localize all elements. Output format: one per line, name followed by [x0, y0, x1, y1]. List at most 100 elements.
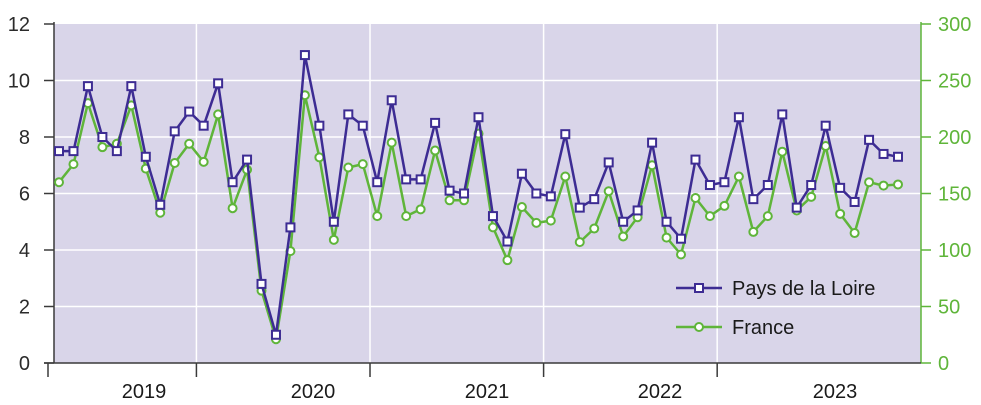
data-point: [704, 180, 715, 191]
right-axis-tick-label: 200: [938, 127, 971, 149]
right-axis-tick-label: 250: [938, 71, 971, 93]
right-axis-tick-label: 50: [938, 297, 960, 319]
data-point: [748, 194, 759, 205]
series-layer: [54, 50, 903, 345]
data-point: [893, 151, 903, 162]
data-point: [676, 233, 687, 244]
data-point: [487, 211, 498, 222]
data-point: [560, 171, 571, 182]
data-point: [762, 180, 773, 191]
x-axis-year-label: 2023: [813, 381, 858, 403]
data-point: [444, 185, 455, 196]
data-point: [502, 255, 513, 266]
left-axis-tick-label: 0: [19, 353, 30, 375]
data-point: [227, 203, 238, 214]
data-point: [299, 50, 310, 61]
data-point: [502, 236, 513, 247]
data-point: [372, 177, 383, 188]
data-point: [661, 232, 672, 243]
data-point: [155, 207, 166, 218]
data-point: [343, 109, 354, 120]
data-point: [227, 177, 238, 188]
data-point: [676, 249, 687, 260]
data-point: [184, 106, 195, 117]
data-point: [111, 146, 122, 157]
data-point: [762, 211, 773, 222]
data-point: [820, 141, 831, 152]
data-point: [314, 120, 325, 131]
series-france: [54, 90, 903, 345]
x-axis-year-label: 2021: [465, 381, 510, 403]
data-point: [198, 120, 209, 131]
data-point: [516, 202, 527, 213]
data-point: [285, 222, 296, 233]
left-axis-tick-label: 2: [19, 297, 30, 319]
data-point: [849, 228, 860, 239]
data-point: [864, 177, 875, 188]
axes: 0 2 4 6 8 10 12 0 50 100 150 200 250 300 2019 2020 2021 2…: [8, 14, 972, 403]
data-point: [733, 112, 744, 123]
data-point: [430, 117, 441, 128]
data-point: [704, 211, 715, 222]
data-point: [184, 138, 195, 149]
data-point: [603, 186, 614, 197]
data-point: [97, 132, 108, 142]
data-point: [589, 194, 600, 205]
data-point: [545, 215, 556, 226]
data-point: [589, 223, 600, 234]
right-axis-tick-label: 100: [938, 240, 971, 262]
data-point: [864, 134, 875, 145]
data-point: [357, 159, 368, 170]
data-point: [54, 177, 64, 188]
data-point: [430, 145, 441, 156]
data-point: [415, 204, 426, 215]
data-point: [198, 156, 209, 167]
data-point: [777, 146, 788, 157]
right-axis-tick-label: 0: [938, 353, 949, 375]
data-point: [560, 129, 571, 140]
data-point: [213, 78, 224, 89]
data-point: [155, 199, 166, 210]
data-point: [242, 154, 253, 165]
data-point: [777, 109, 788, 120]
data-point: [169, 126, 180, 137]
data-point: [415, 174, 426, 185]
data-point: [516, 168, 527, 179]
data-point: [719, 177, 730, 188]
data-point: [618, 231, 629, 242]
data-point: [647, 137, 658, 148]
right-axis-tick-label: 150: [938, 184, 971, 206]
legend-label-pays-de-la-loire: Pays de la Loire: [732, 278, 875, 300]
legend-marker-pays-de-la-loire: [694, 283, 704, 293]
data-point: [632, 205, 643, 216]
data-point: [68, 159, 79, 170]
left-axis-tick-label: 12: [8, 14, 30, 36]
data-point: [690, 193, 701, 204]
legend: Pays de la Loire France: [676, 278, 875, 339]
data-point: [459, 188, 470, 199]
data-point: [328, 216, 339, 227]
data-point: [328, 234, 339, 245]
data-point: [314, 152, 325, 163]
data-point: [126, 81, 137, 92]
data-point: [531, 188, 542, 199]
data-point: [545, 191, 556, 202]
data-point: [401, 211, 412, 222]
data-point: [256, 278, 267, 289]
data-point: [401, 174, 412, 185]
data-point: [68, 146, 79, 157]
data-point: [835, 208, 846, 219]
data-point: [661, 216, 672, 227]
data-point: [357, 120, 368, 131]
data-point: [97, 142, 108, 153]
data-point: [487, 222, 498, 233]
data-point: [878, 180, 889, 191]
data-point: [343, 162, 354, 173]
series-pays-de-la-loire: [54, 50, 903, 340]
data-point: [574, 237, 585, 248]
data-point: [835, 182, 846, 193]
data-point: [618, 216, 629, 227]
left-axis-tick-label: 10: [8, 71, 30, 93]
data-point: [213, 109, 224, 120]
data-point: [444, 195, 455, 206]
